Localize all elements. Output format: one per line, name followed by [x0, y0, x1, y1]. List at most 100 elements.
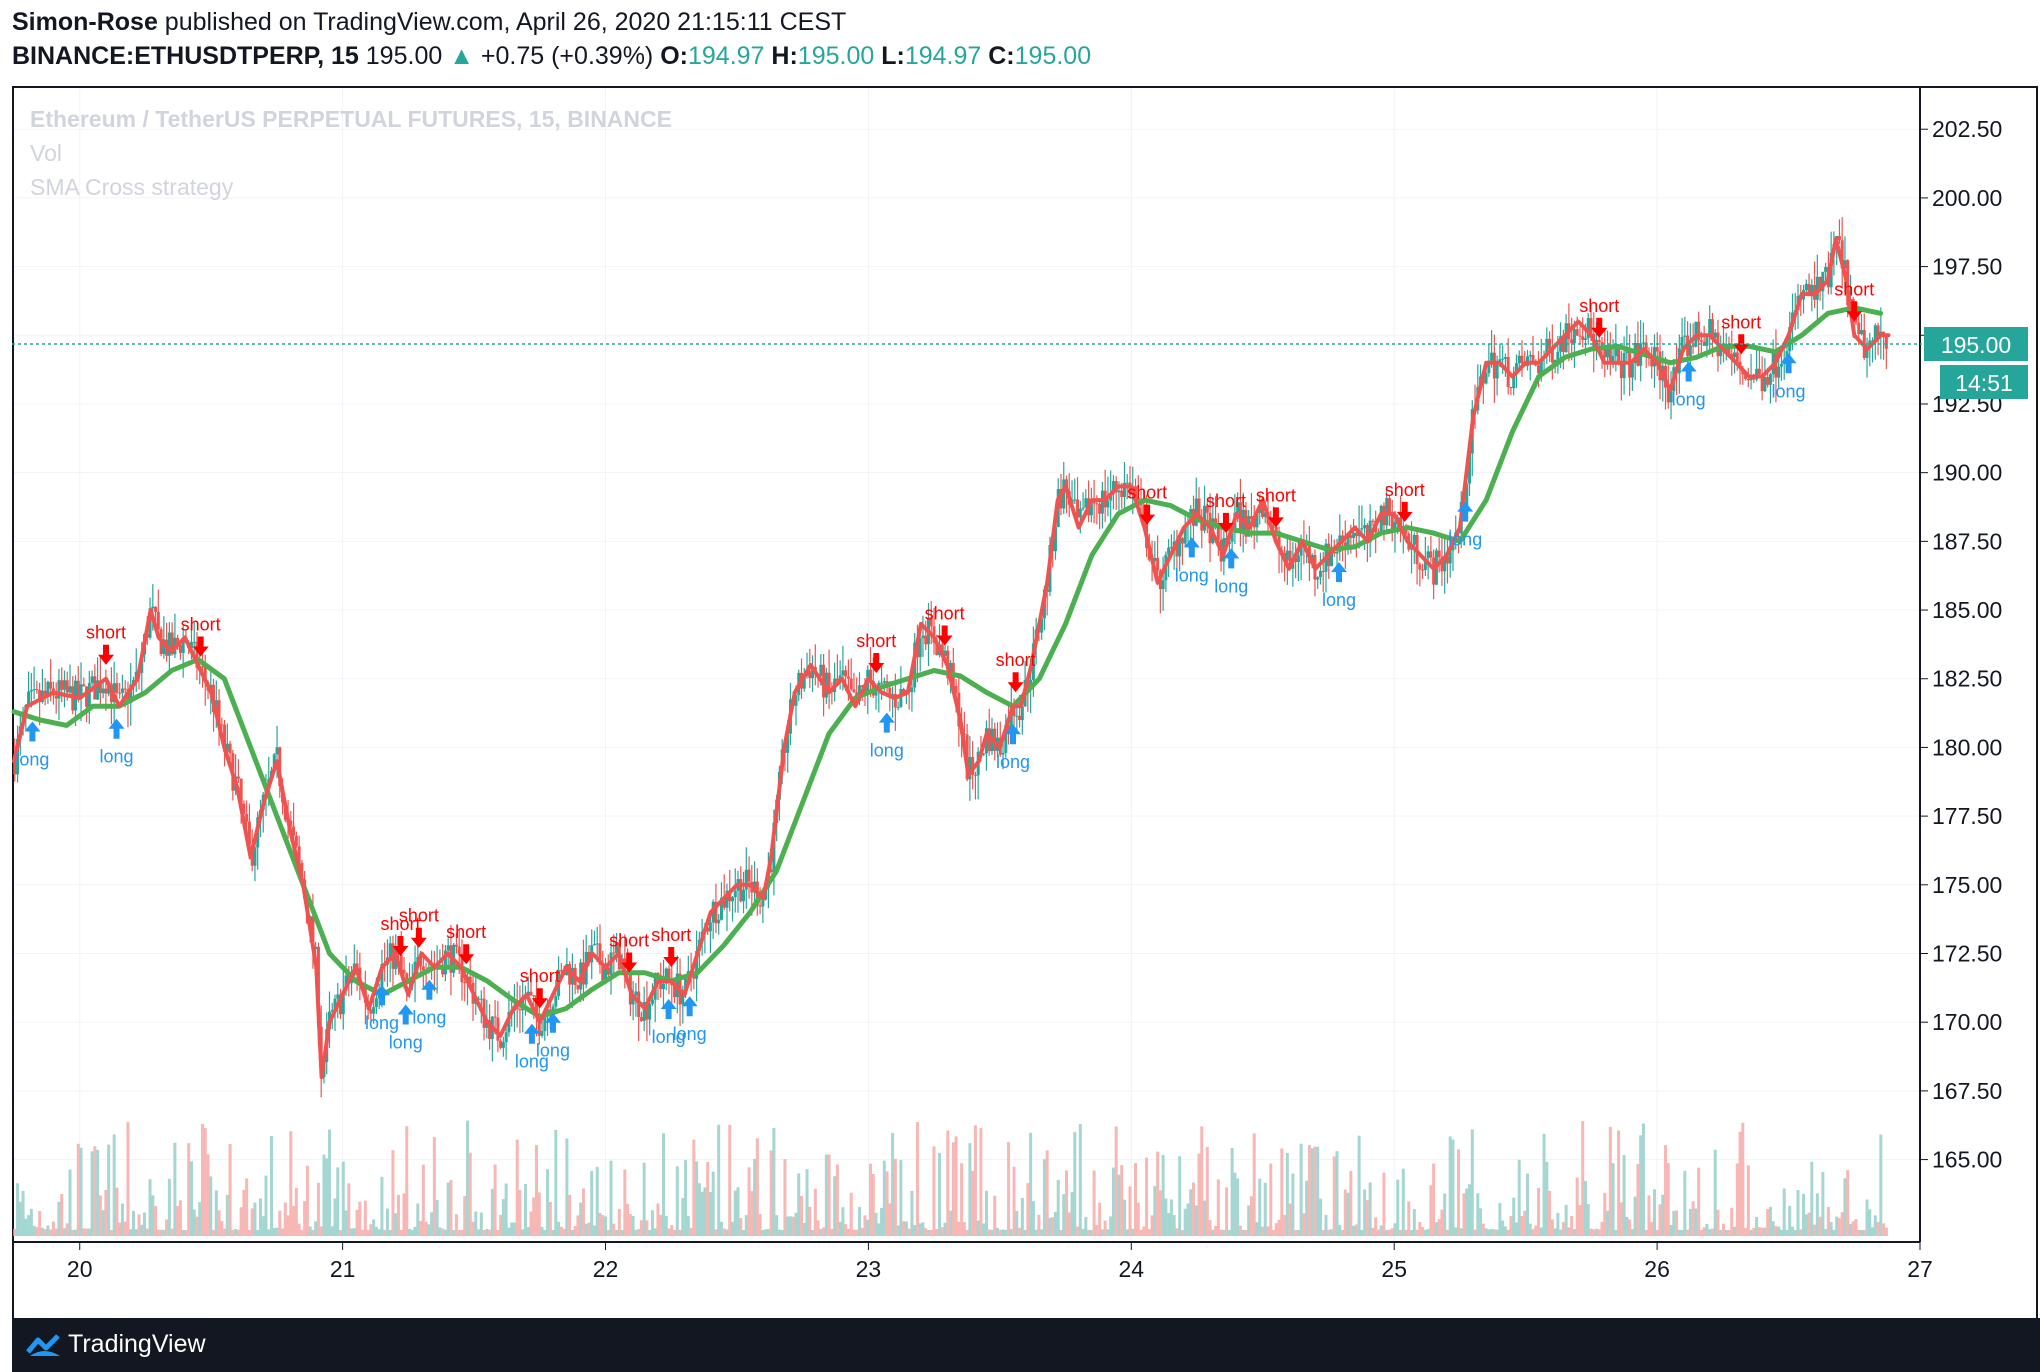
- volume-bar: [1790, 1226, 1794, 1236]
- volume-bar: [192, 1209, 196, 1236]
- volume-bar: [692, 1139, 696, 1236]
- candle-body: [1316, 577, 1320, 580]
- candle-body: [336, 994, 340, 999]
- candle-body: [98, 680, 102, 694]
- volume-bar: [1059, 1229, 1063, 1236]
- candle-body: [1608, 348, 1612, 365]
- volume-bar: [1092, 1170, 1096, 1236]
- volume-bar: [195, 1216, 199, 1236]
- volume-bar: [1305, 1180, 1309, 1236]
- tradingview-brand[interactable]: TradingView: [68, 1330, 206, 1358]
- volume-bar: [626, 1203, 630, 1236]
- legend-volume[interactable]: Vol: [30, 140, 62, 166]
- countdown-badge: [1940, 365, 2028, 399]
- candle-body: [32, 688, 36, 691]
- candle-body: [82, 684, 86, 687]
- candle-body: [1865, 346, 1869, 358]
- candle-body: [518, 1009, 522, 1011]
- volume-bar: [79, 1147, 83, 1236]
- volume-bar: [650, 1210, 654, 1236]
- short-signal-label: short: [609, 930, 649, 950]
- long-signal-label: long: [652, 1027, 686, 1047]
- candle-body: [176, 637, 180, 645]
- volume-bar: [267, 1229, 271, 1236]
- volume-bar: [54, 1228, 58, 1236]
- short-arrow-icon: [458, 944, 475, 965]
- candle-body: [1015, 715, 1019, 717]
- candle-body: [1691, 345, 1695, 347]
- volume-bar: [987, 1229, 991, 1236]
- candle-body: [1059, 489, 1063, 509]
- volume-bar: [151, 1195, 155, 1236]
- candle-body: [664, 968, 668, 984]
- candle-body: [275, 747, 279, 755]
- volume-bar: [866, 1219, 870, 1236]
- candle-body: [852, 689, 856, 693]
- short-arrow-icon: [410, 927, 427, 948]
- volume-bar: [775, 1215, 779, 1236]
- volume-bar: [543, 1229, 547, 1236]
- volume-bar: [742, 1229, 746, 1236]
- volume-bar: [281, 1228, 285, 1236]
- candle-body: [1349, 535, 1353, 539]
- volume-bar: [347, 1183, 351, 1236]
- candle-body: [1622, 352, 1626, 379]
- candle-body: [181, 637, 185, 654]
- volume-bar: [1578, 1205, 1582, 1236]
- volume-bar: [1156, 1151, 1160, 1236]
- candle-body: [1810, 284, 1814, 295]
- candle-body: [1263, 512, 1267, 517]
- volume-bar: [1677, 1229, 1681, 1236]
- candle-body: [1876, 325, 1880, 337]
- volume-bar: [1233, 1172, 1237, 1236]
- candle-body: [225, 743, 229, 752]
- open-value: 194.97: [687, 42, 765, 70]
- low-label: L:: [881, 42, 905, 70]
- candle-body: [1432, 557, 1436, 585]
- long-signal-label: long: [673, 1024, 707, 1044]
- volume-bar: [783, 1159, 787, 1236]
- chart-frame[interactable]: [12, 86, 2038, 1330]
- long-signal-label: long: [1448, 530, 1482, 550]
- volume-bar: [1622, 1154, 1626, 1236]
- candle-body: [1385, 498, 1389, 526]
- volume-bar: [187, 1143, 191, 1236]
- volume-bar: [1161, 1155, 1165, 1236]
- volume-bar: [637, 1229, 641, 1236]
- legend-strategy[interactable]: SMA Cross strategy: [30, 174, 234, 200]
- author-name[interactable]: Simon-Rose: [12, 8, 158, 36]
- volume-bar: [1669, 1224, 1673, 1236]
- candle-body: [1520, 355, 1524, 364]
- candle-body: [1556, 351, 1560, 361]
- long-arrow-icon: [878, 712, 895, 733]
- candle-body: [1752, 378, 1756, 380]
- volume-bar: [758, 1213, 762, 1236]
- candle-body: [1619, 362, 1623, 379]
- volume-bar: [1269, 1163, 1273, 1236]
- candle-body: [1630, 363, 1634, 378]
- volume-bar: [902, 1221, 906, 1236]
- candle-body: [1779, 363, 1783, 367]
- candle-body: [598, 943, 602, 965]
- candle-body: [1735, 352, 1739, 362]
- candle-body: [1100, 490, 1104, 514]
- candle-body: [1134, 486, 1138, 498]
- volume-bar: [984, 1190, 988, 1236]
- volume-bar: [1379, 1225, 1383, 1236]
- volume-bar: [584, 1223, 588, 1236]
- volume-bar: [1346, 1192, 1350, 1236]
- candle-body: [1368, 520, 1372, 543]
- volume-bar: [35, 1227, 39, 1236]
- volume-bar: [305, 1165, 309, 1236]
- candle-body: [595, 943, 599, 945]
- volume-bar: [1813, 1224, 1817, 1236]
- candle-body: [96, 680, 100, 700]
- candle-body: [1285, 550, 1289, 561]
- volume-bar: [1349, 1171, 1353, 1236]
- volume-bar: [1487, 1229, 1491, 1236]
- candle-body: [529, 991, 533, 996]
- volume-bar: [134, 1229, 138, 1236]
- volume-bar: [173, 1142, 177, 1236]
- y-tick-label: 202.50: [1932, 116, 2002, 142]
